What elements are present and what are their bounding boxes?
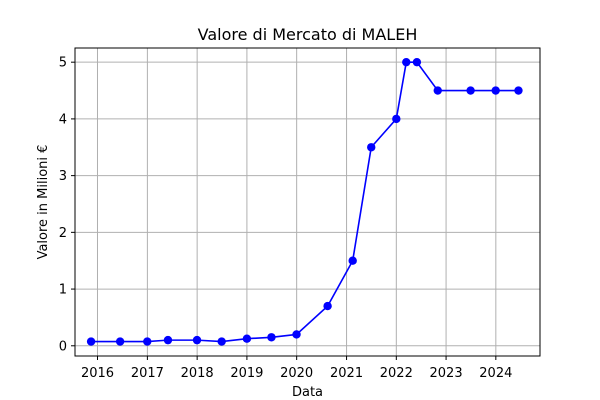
x-tick-label: 2017 [131,366,164,381]
data-point [367,143,376,152]
y-tick-label: 5 [59,56,67,71]
grid-lines [75,48,540,356]
x-tick-label: 2023 [430,366,463,381]
chart-title: Valore di Mercato di MALEH [198,25,418,44]
x-tick-label: 2016 [81,366,114,381]
data-point [348,256,357,265]
data-point [86,337,96,346]
data-point [292,330,301,339]
data-point [466,86,475,95]
data-point [323,301,332,311]
data-point [491,86,500,95]
data-point [412,57,422,67]
y-tick-label: 3 [59,169,67,184]
data-point [163,335,173,345]
series-layer [86,57,523,346]
x-tick-label: 2021 [330,366,363,381]
data-point [242,334,252,343]
y-tick-label: 2 [59,226,67,241]
y-tick-label: 1 [59,283,67,298]
x-tick-label: 2018 [181,366,214,381]
axis-ticks: 2016 2017 2018 2019 2020 2021 2022 2023 2024 0 1 2 3… [59,56,513,381]
plot-frame [74,47,541,357]
series-line [91,61,519,343]
data-point [115,337,125,346]
data-point [514,86,523,95]
y-axis-title: Valore in Milioni € [36,145,51,260]
x-tick-label: 2024 [479,366,512,381]
data-point [392,114,401,124]
x-tick-label: 2020 [280,366,313,381]
data-point [143,337,152,346]
y-tick-label: 0 [59,339,67,354]
x-tick-label: 2022 [380,366,413,381]
data-point [192,335,202,345]
data-point [267,333,276,342]
data-point [433,86,442,95]
data-point [402,57,411,67]
x-axis-title: Data [292,385,323,400]
data-point [217,337,226,346]
y-tick-label: 4 [59,112,67,127]
x-tick-label: 2019 [230,366,263,381]
